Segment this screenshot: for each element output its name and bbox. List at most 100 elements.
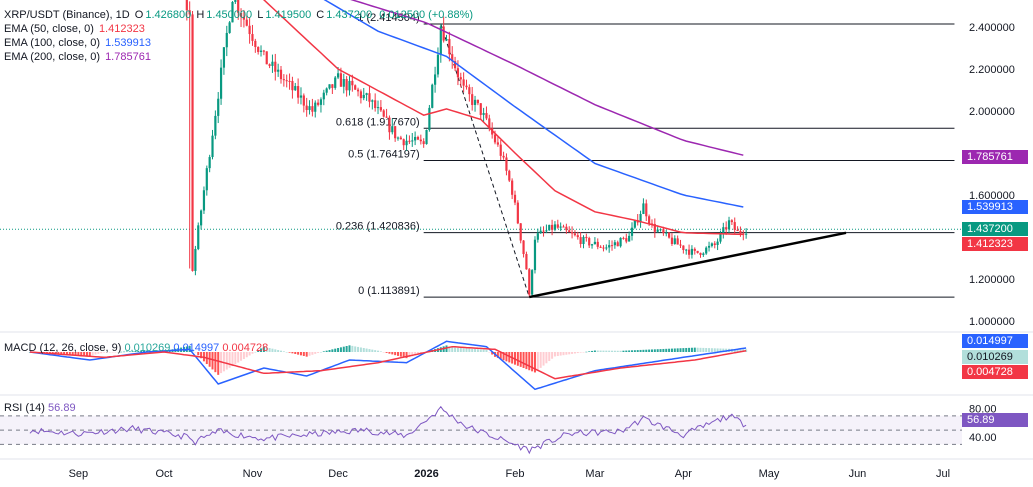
candle-body <box>371 100 374 102</box>
macd-hist-bar <box>311 352 314 355</box>
candle-body <box>733 222 736 230</box>
candle-body <box>739 231 742 234</box>
candle-body <box>542 230 545 232</box>
candle-body <box>316 102 320 105</box>
macd-line <box>29 340 747 391</box>
time-axis-tick-6: Mar <box>585 468 604 480</box>
candle-body <box>242 16 246 20</box>
candle-body <box>713 243 716 245</box>
price-axis-tick-4: 1.200000 <box>969 274 1015 286</box>
legend-close-label: C <box>316 9 325 21</box>
legend-symbol[interactable]: XRP/USDT (Binance), 1D <box>4 9 130 21</box>
last-price-badge: 1.437200 <box>962 222 1028 236</box>
price-axis-tick-1: 2.200000 <box>969 64 1015 76</box>
macd-hist-bar <box>351 345 354 352</box>
candle-body <box>485 113 488 119</box>
macd-hist-bar <box>51 352 54 354</box>
candle-body <box>274 61 277 72</box>
macd-hist-bar <box>593 350 596 352</box>
candle-body <box>374 100 377 109</box>
macd-hist-bar <box>733 348 736 352</box>
macd-hist-bar <box>508 352 511 363</box>
macd-hist-bar <box>302 352 305 356</box>
legend-low-label: L <box>257 9 264 21</box>
macd-hist-bar <box>131 351 134 352</box>
macd-hist-bar <box>656 349 659 352</box>
macd-legend[interactable]: MACD (12, 26, close, 9) 0.010269 0.01499… <box>4 342 268 354</box>
candle-body <box>736 229 739 232</box>
macd-hist-bar <box>571 352 574 354</box>
candle-body <box>439 26 442 55</box>
candle-body <box>673 238 676 245</box>
macd-hist-bar <box>277 350 280 352</box>
candle-body <box>262 50 265 52</box>
candle-body <box>699 252 702 255</box>
candle-body <box>294 86 297 91</box>
macd-hist-bar <box>474 349 477 352</box>
legend-close-value: 1.437200 <box>326 9 373 21</box>
macd-hist-bar <box>568 352 571 355</box>
macd-hist-bar <box>739 349 742 352</box>
legend-ema200-row[interactable]: EMA (200, close, 0) 1.785761 <box>4 50 475 64</box>
candle-body <box>696 250 699 253</box>
macd-hist-bar <box>650 349 653 352</box>
macd-hist-bar <box>379 351 382 352</box>
rsi-legend-value: 56.89 <box>48 402 76 414</box>
rsi-legend[interactable]: RSI (14) 56.89 <box>4 402 76 414</box>
legend-ema100-row[interactable]: EMA (100, close, 0) 1.539913 <box>4 36 475 50</box>
ema100-line <box>323 0 744 208</box>
macd-hist-bar <box>582 352 585 353</box>
macd-hist-bar <box>262 346 265 352</box>
candle-body <box>396 137 400 139</box>
macd-hist-bar <box>140 350 143 352</box>
macd-hist-bar <box>319 352 322 353</box>
macd-hist-bar <box>456 347 459 352</box>
candle-body <box>219 67 223 99</box>
candle-body <box>565 226 568 231</box>
candle-body <box>459 77 462 80</box>
macd-hist-bar <box>128 351 131 352</box>
macd-hist-bar <box>416 352 419 355</box>
candle-body <box>653 223 656 232</box>
macd-hist-bar <box>676 348 679 352</box>
macd-hist-bar <box>85 352 88 356</box>
legend-high-value: 1.450000 <box>206 9 253 21</box>
macd-hist-bar <box>479 349 482 352</box>
macd-hist-bar <box>145 350 148 352</box>
macd-legend-line-value: 0.014997 <box>173 342 220 354</box>
candle-body <box>382 110 385 117</box>
rsi-legend-label: RSI (14) <box>4 402 45 414</box>
candle-body <box>428 107 431 131</box>
candle-body <box>225 32 228 48</box>
macd-hist-bar <box>388 352 391 354</box>
fib-label-0.618: 0.618 (1.917670) <box>336 116 420 128</box>
macd-hist-bar <box>228 352 231 368</box>
macd-hist-bar <box>242 352 245 359</box>
candle-body <box>648 216 651 224</box>
candle-body <box>419 139 422 142</box>
macd-hist-bar <box>251 352 254 354</box>
macd-hist-bar <box>337 348 340 352</box>
macd-hist-bar <box>533 352 536 373</box>
candle-body <box>508 170 511 181</box>
candle-body <box>465 85 468 88</box>
candle-body <box>573 233 577 236</box>
candle-body <box>356 89 360 92</box>
candle-body <box>505 157 508 171</box>
candle-body <box>730 220 733 223</box>
macd-hist-bar <box>679 348 682 352</box>
candle-body <box>191 14 194 271</box>
macd-hist-bar <box>245 352 248 358</box>
rsi-badge: 56.89 <box>962 413 1028 427</box>
candle-body <box>482 113 485 115</box>
candle-body <box>473 99 477 105</box>
legend-ema50-row[interactable]: EMA (50, close, 0) 1.412323 <box>4 22 475 36</box>
ema50-price-badge: 1.412323 <box>962 237 1028 251</box>
macd-signal-badge: 0.004728 <box>962 365 1028 379</box>
macd-hist-bar <box>348 345 351 352</box>
macd-hist-bar <box>368 349 371 352</box>
candle-body <box>548 224 551 231</box>
macd-hist-bar <box>682 348 685 352</box>
candle-body <box>519 223 522 241</box>
